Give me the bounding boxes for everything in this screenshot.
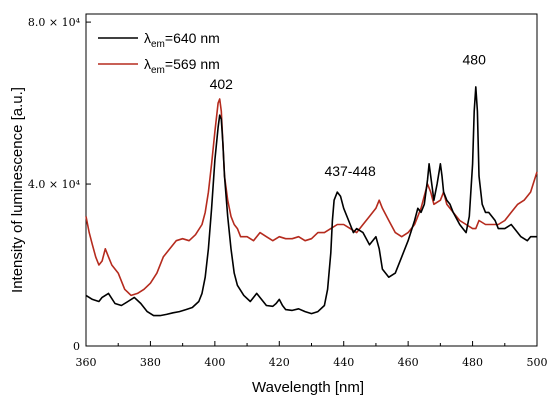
y-axis-title: Intensity of luminescence [a.u.] — [9, 87, 26, 293]
x-tick-label: 400 — [204, 356, 225, 369]
x-tick-label: 360 — [76, 356, 97, 369]
y-tick-label: 4.0 × 10⁴ — [28, 178, 81, 191]
annotations-layer: 402 437-448 480 — [210, 52, 486, 179]
x-tick-label: 460 — [398, 356, 419, 369]
peak-annotation: 480 — [463, 52, 487, 68]
series-line — [85, 86, 537, 317]
x-axis-title: Wavelength [nm] — [252, 379, 364, 396]
legend-lambda: λ — [144, 56, 151, 72]
x-tick-label: 420 — [269, 356, 290, 369]
x-tick-label: 480 — [462, 356, 483, 369]
y-tick-label: 8.0 × 10⁴ — [28, 16, 81, 29]
x-tick-label: 500 — [527, 356, 548, 369]
legend-value: =640 nm — [165, 30, 220, 46]
legend-subscript: em — [151, 39, 165, 50]
legend-lambda: λ — [144, 30, 151, 46]
y-tick-label: 0 — [73, 340, 80, 353]
x-tick-label: 440 — [333, 356, 354, 369]
plot-area: 360 380 400 420 440 460 480 500 0 4.0 × 10⁴ 8.0 × … — [28, 13, 548, 369]
peak-annotation: 402 — [210, 76, 234, 92]
series-line — [85, 98, 538, 297]
series-layer — [85, 86, 538, 317]
ticks-layer: 360 380 400 420 440 460 480 500 0 4.0 × 10⁴ 8.0 × … — [28, 16, 548, 369]
legend-label: λem=569 nm — [144, 56, 220, 76]
legend-label: λem=640 nm — [144, 30, 220, 50]
peak-annotation: 437-448 — [324, 163, 376, 179]
legend-value: =569 nm — [165, 56, 220, 72]
legend-subscript: em — [151, 65, 165, 76]
x-tick-label: 380 — [140, 356, 161, 369]
